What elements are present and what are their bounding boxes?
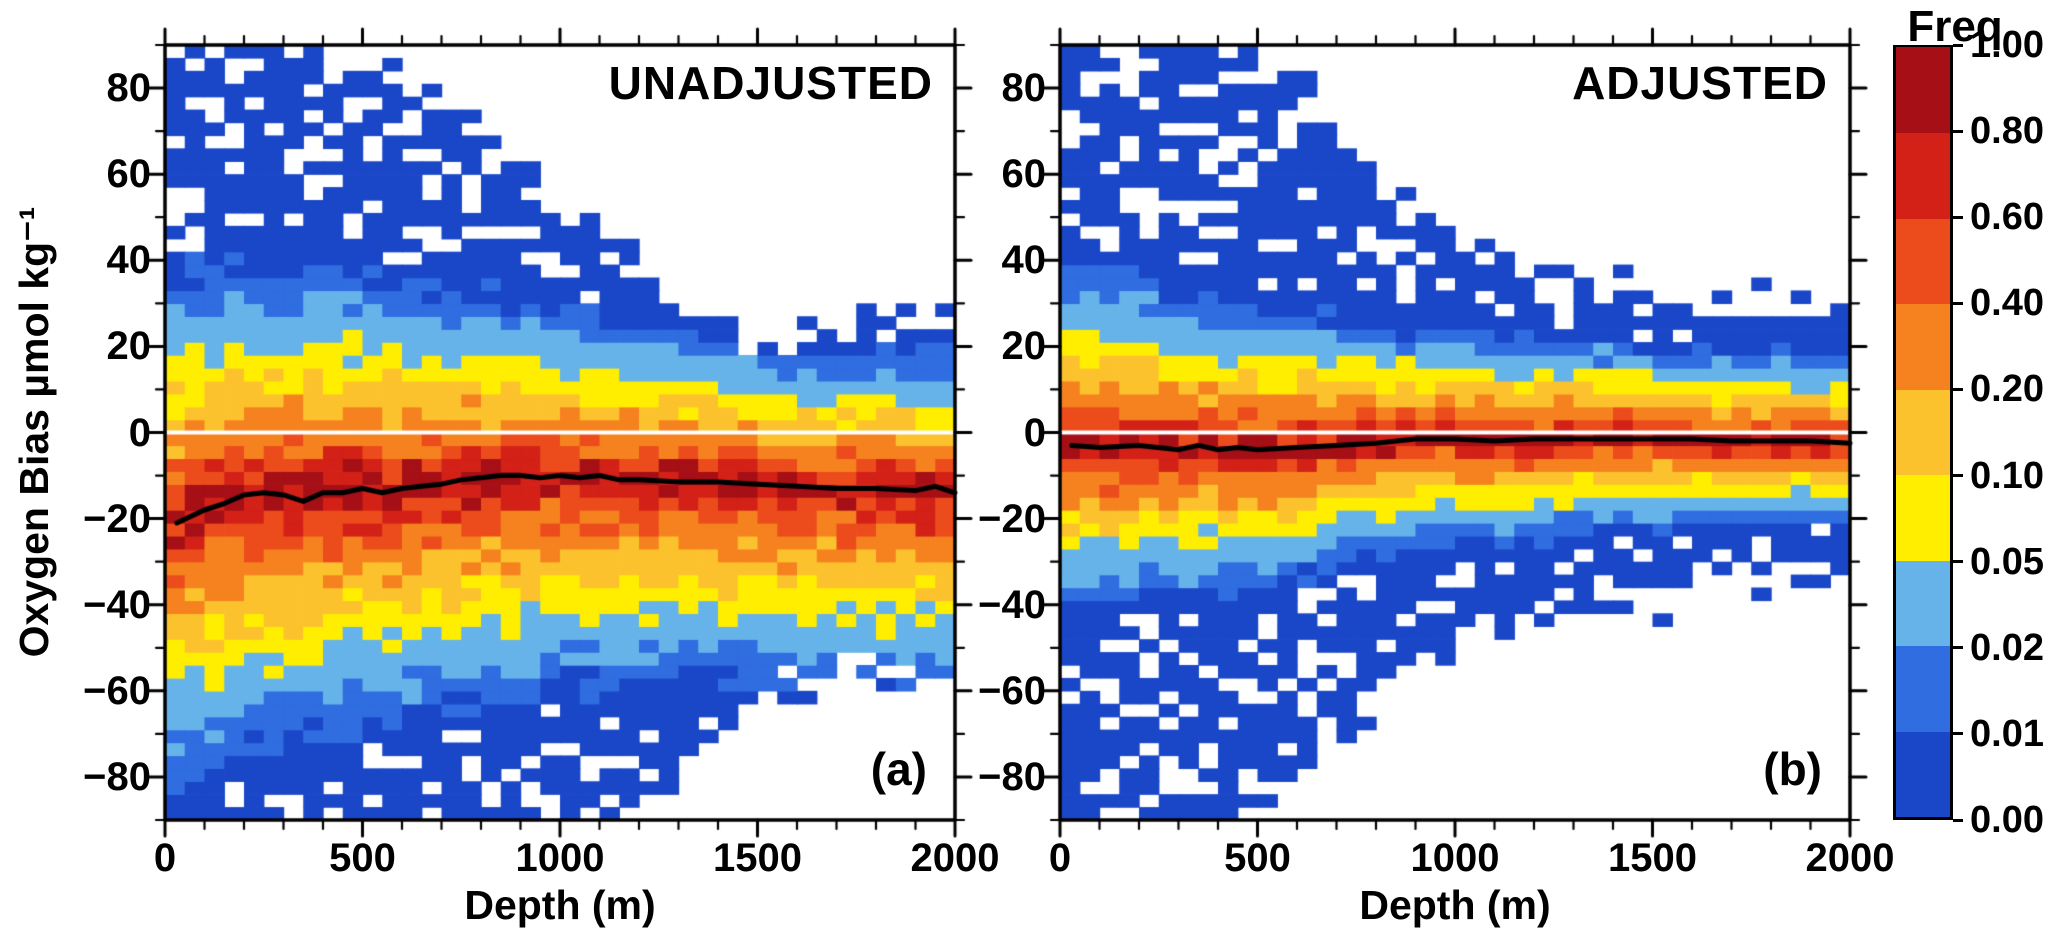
y-tick-label: −60: [978, 668, 1046, 713]
y-tick-label: −80: [978, 754, 1046, 799]
x-tick-label: 1000: [1410, 836, 1500, 880]
colorbar-level-label: 0.00: [1970, 799, 2044, 841]
y-tick-label: −20: [978, 496, 1046, 541]
y-tick-label: −20: [83, 496, 151, 541]
panel-b-letter: (b): [1763, 743, 1822, 795]
x-axis-title-b: Depth (m): [1359, 882, 1551, 928]
colorbar-band: [1896, 474, 1950, 561]
heatmap-panel-a: [143, 23, 977, 842]
colorbar-band: [1896, 730, 1950, 817]
x-tick-label: 500: [329, 836, 396, 880]
y-tick-label: 60: [1001, 152, 1047, 197]
y-tick-label: 40: [106, 238, 152, 283]
y-tick-label: 0: [1023, 410, 1046, 455]
y-tick-label: −60: [83, 668, 151, 713]
colorbar-band: [1896, 47, 1950, 134]
colorbar-tick: [1953, 129, 1963, 133]
colorbar-band: [1896, 389, 1950, 476]
x-axis-title-a: Depth (m): [464, 882, 656, 928]
colorbar-band: [1896, 132, 1950, 219]
x-tick-label: 1000: [515, 836, 605, 880]
y-tick-label: −40: [978, 582, 1046, 627]
colorbar-level-label: 0.20: [1970, 368, 2044, 411]
y-tick-label: 20: [106, 324, 152, 369]
colorbar-tick: [1953, 560, 1963, 564]
y-tick-label: −40: [83, 582, 151, 627]
colorbar-tick: [1953, 732, 1963, 736]
y-tick-label: 20: [1001, 324, 1047, 369]
colorbar-tick: [1953, 215, 1963, 219]
colorbar-level-label: 0.80: [1970, 110, 2044, 153]
panel-a-letter: (a): [870, 743, 927, 795]
colorbar-level-label: 0.05: [1970, 540, 2044, 583]
colorbar-band: [1896, 218, 1950, 305]
x-tick-label: 1500: [1608, 836, 1697, 880]
y-tick-label: 60: [106, 152, 152, 197]
y-tick-label: 40: [1001, 238, 1047, 283]
colorbar-title: Freq: [1907, 2, 2003, 51]
colorbar: [1893, 45, 1953, 820]
x-tick-label: 500: [1224, 836, 1291, 880]
panel-a-title: UNADJUSTED: [608, 57, 933, 109]
y-tick-label: 0: [128, 410, 151, 455]
colorbar-band: [1896, 560, 1950, 647]
x-tick-label: 0: [153, 836, 177, 880]
colorbar-tick: [1953, 43, 1963, 47]
y-tick-label: 80: [1001, 66, 1047, 111]
colorbar-level-label: 1.00: [1970, 24, 2044, 66]
heatmap-panel-b: [1038, 23, 1872, 842]
colorbar-tick: [1953, 387, 1963, 391]
x-tick-label: 0: [1048, 836, 1072, 880]
y-tick-label: 80: [106, 66, 152, 111]
x-tick-label: 2000: [1805, 836, 1895, 880]
colorbar-band: [1896, 645, 1950, 732]
colorbar-tick: [1953, 301, 1963, 305]
colorbar-level-label: 0.60: [1970, 196, 2044, 239]
colorbar-level-label: 0.10: [1970, 454, 2044, 497]
colorbar-level-label: 0.01: [1970, 712, 2044, 755]
y-tick-label: −80: [83, 754, 151, 799]
colorbar-tick: [1953, 474, 1963, 478]
x-tick-label: 1500: [713, 836, 802, 880]
panel-b-title: ADJUSTED: [1572, 57, 1828, 109]
colorbar-level-label: 0.02: [1970, 626, 2044, 669]
colorbar-level-label: 0.40: [1970, 282, 2044, 325]
colorbar-tick: [1953, 646, 1963, 650]
y-axis-title: Oxygen Bias µmol kg⁻¹: [11, 206, 57, 658]
colorbar-tick: [1953, 818, 1963, 822]
colorbar-band: [1896, 303, 1950, 390]
x-tick-label: 2000: [910, 836, 1000, 880]
